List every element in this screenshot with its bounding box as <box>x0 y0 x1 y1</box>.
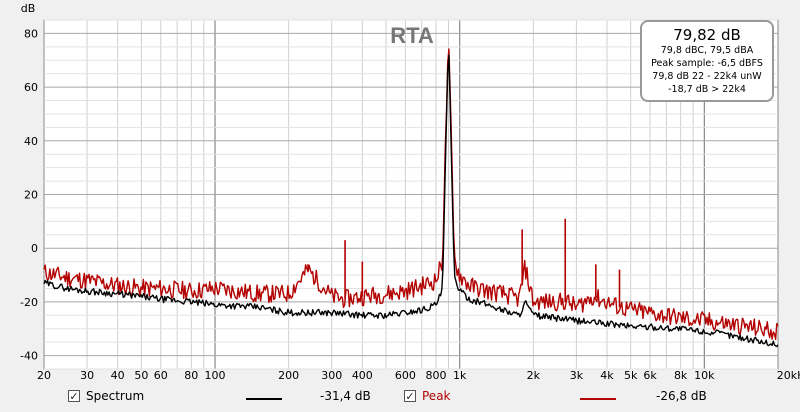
x-tick-label: 300 <box>321 369 342 382</box>
chart-title: RTA <box>390 23 434 48</box>
x-tick-label: 800 <box>425 369 446 382</box>
x-tick-label: 600 <box>395 369 416 382</box>
peak-line-swatch <box>580 398 616 400</box>
x-tick-label: 8k <box>674 369 688 382</box>
peak-checkbox[interactable]: ✓ <box>404 390 416 403</box>
legend: ✓ Spectrum -31,4 dB ✓ Peak -26,8 dB <box>0 387 800 409</box>
y-tick-label: -40 <box>20 350 38 363</box>
y-tick-label: 40 <box>24 135 38 148</box>
x-tick-label: 20kHz <box>777 369 800 382</box>
x-tick-label: 60 <box>154 369 168 382</box>
level-readout-panel: 79,82 dB 79,8 dBC, 79,5 dBA Peak sample:… <box>640 20 774 102</box>
level-readout-peak-sample: Peak sample: -6,5 dBFS <box>651 58 763 69</box>
y-tick-label: -20 <box>20 296 38 309</box>
level-readout-unweighted: 79,8 dB 22 - 22k4 unW <box>652 71 762 82</box>
spectrum-level-value: -31,4 dB <box>320 389 371 403</box>
legend-peak[interactable]: ✓ Peak <box>404 389 451 403</box>
level-readout-main: 79,82 dB <box>673 26 741 44</box>
spectrum-checkbox[interactable]: ✓ <box>68 390 80 403</box>
x-tick-label: 20 <box>37 369 51 382</box>
x-tick-label: 5k <box>624 369 638 382</box>
x-tick-label: 200 <box>278 369 299 382</box>
x-tick-label: 2k <box>527 369 541 382</box>
legend-spectrum[interactable]: ✓ Spectrum <box>68 389 144 403</box>
x-tick-label: 30 <box>80 369 94 382</box>
x-tick-label: 50 <box>134 369 148 382</box>
y-tick-label: 0 <box>31 242 38 255</box>
spectrum-label: Spectrum <box>86 389 145 403</box>
y-tick-label: 60 <box>24 81 38 94</box>
y-tick-label: 20 <box>24 189 38 202</box>
x-tick-label: 3k <box>570 369 584 382</box>
x-tick-label: 6k <box>643 369 657 382</box>
series-line-spectrum <box>43 54 779 348</box>
series-line-peak <box>43 48 779 341</box>
grid-lines <box>44 19 778 370</box>
x-tick-label: 40 <box>111 369 125 382</box>
y-tick-label: 80 <box>24 27 38 40</box>
x-tick-label: 4k <box>600 369 614 382</box>
series-layer <box>43 48 779 348</box>
x-tick-label: 1k <box>453 369 467 382</box>
x-tick-label: 80 <box>184 369 198 382</box>
peak-label: Peak <box>422 389 451 403</box>
y-axis-unit-label: dB <box>21 2 36 15</box>
level-readout-weighted: 79,8 dBC, 79,5 dBA <box>660 45 754 56</box>
x-tick-label: 100 <box>205 369 226 382</box>
x-tick-label: 10k <box>694 369 715 382</box>
spectrum-line-swatch <box>246 398 282 400</box>
peak-level-value: -26,8 dB <box>656 389 707 403</box>
level-readout-above-range: -18,7 dB > 22k4 <box>668 84 746 95</box>
x-tick-label: 400 <box>352 369 373 382</box>
